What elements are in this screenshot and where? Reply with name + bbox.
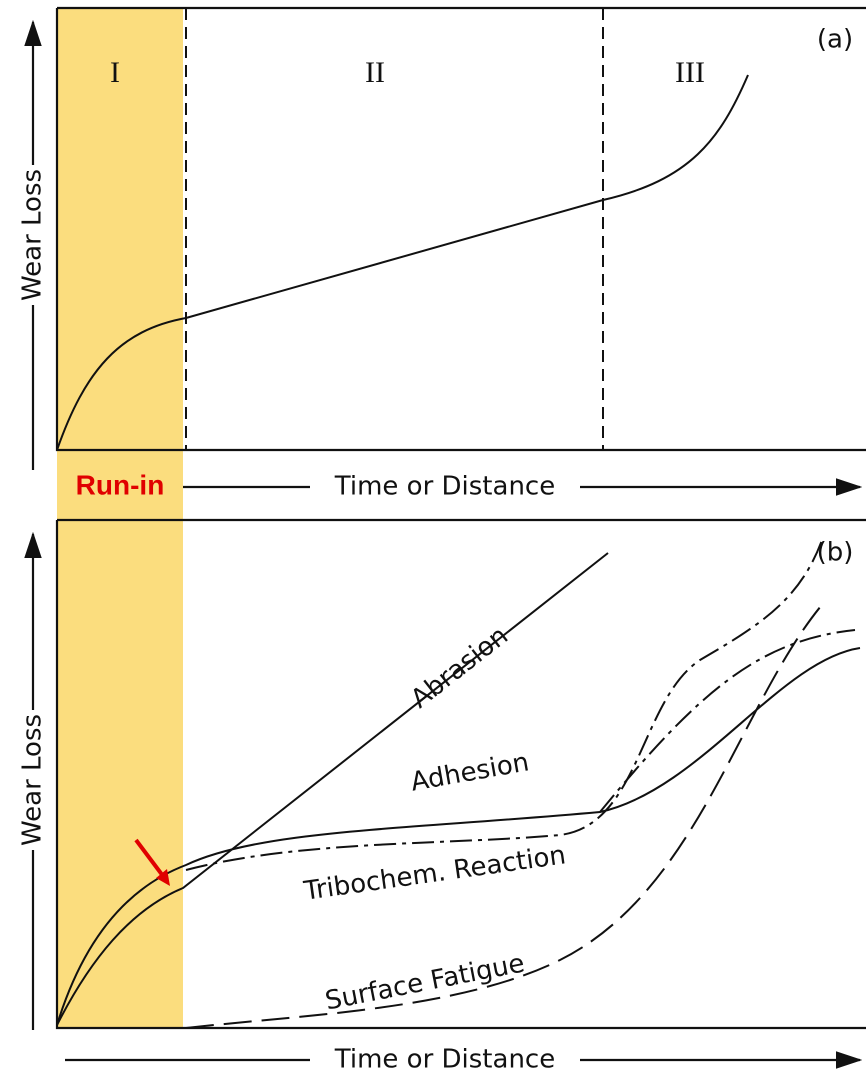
y-axis-label: Wear Loss — [18, 714, 48, 846]
tribochem-curve — [185, 539, 823, 871]
stage-label: II — [365, 56, 385, 89]
frame — [55, 518, 866, 1030]
curve-label: Abrasion — [406, 621, 514, 715]
label-bg — [18, 710, 48, 850]
curve-label: Surface Fatigue — [323, 948, 527, 1016]
curve-label: Tribochem. Reaction — [301, 840, 568, 907]
panel-tag: (b) — [817, 538, 854, 568]
panel-a: Wear Loss I II III (a) Time or Distance … — [18, 6, 866, 504]
adhesion-branch — [599, 629, 856, 813]
label-bg — [18, 165, 48, 305]
curve-label: Adhesion — [408, 747, 531, 797]
run-in-label: Run-in — [76, 469, 165, 500]
x-axis-label: Time or Distance — [334, 472, 555, 502]
red-arrowhead — [156, 869, 170, 886]
y-axis-label: Wear Loss — [18, 169, 48, 301]
wear-curve — [56, 74, 749, 451]
red-arrow — [134, 838, 168, 882]
panel-tag: (a) — [817, 25, 853, 55]
label-bg — [310, 470, 580, 504]
x-axis-label: Time or Distance — [334, 1045, 555, 1075]
run-in-band — [57, 8, 183, 1028]
label-bg — [310, 1043, 580, 1077]
fatigue-curve — [185, 599, 827, 1029]
stage-label: I — [110, 56, 120, 89]
adhesion-curve — [56, 647, 861, 1026]
stage-label: III — [675, 56, 705, 89]
abrasion-curve — [56, 552, 609, 1026]
